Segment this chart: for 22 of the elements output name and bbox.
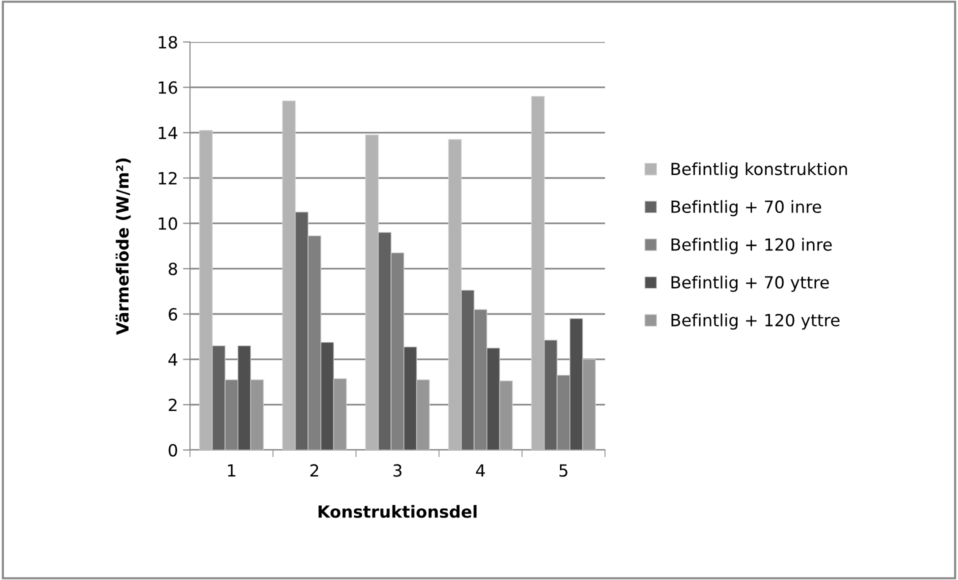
y-tick-label: 8	[168, 262, 178, 276]
y-tick-label: 18	[158, 36, 178, 49]
x-tick-label: 3	[393, 464, 402, 477]
y-tick-label: 14	[158, 126, 178, 139]
legend-label: Befintlig + 70 inre	[672, 200, 822, 216]
legend-label: Befintlig + 120 yttre	[672, 314, 840, 330]
legend-label: Befintlig + 70 yttre	[672, 276, 829, 292]
y-tick-label: 6	[168, 308, 178, 321]
x-tick-label: 2	[310, 464, 318, 477]
x-axis-title: Konstruktionsdel	[318, 505, 477, 518]
y-tick-label: 10	[158, 217, 178, 230]
y-tick-label: 12	[158, 172, 177, 184]
y-axis-title: Värmeflöde (W/m²)	[116, 158, 131, 335]
y-tick-label: 16	[158, 81, 178, 94]
y-tick-label: 4	[168, 354, 178, 366]
x-tick-label: 4	[476, 464, 485, 477]
y-tick-label: 2	[168, 398, 177, 411]
x-tick-label: 5	[559, 464, 568, 477]
x-tick-label: 1	[228, 464, 236, 477]
legend-label: Befintlig konstruktion	[672, 162, 847, 178]
y-tick-label: 0	[168, 444, 178, 457]
legend-label: Befintlig + 120 inre	[672, 238, 832, 254]
